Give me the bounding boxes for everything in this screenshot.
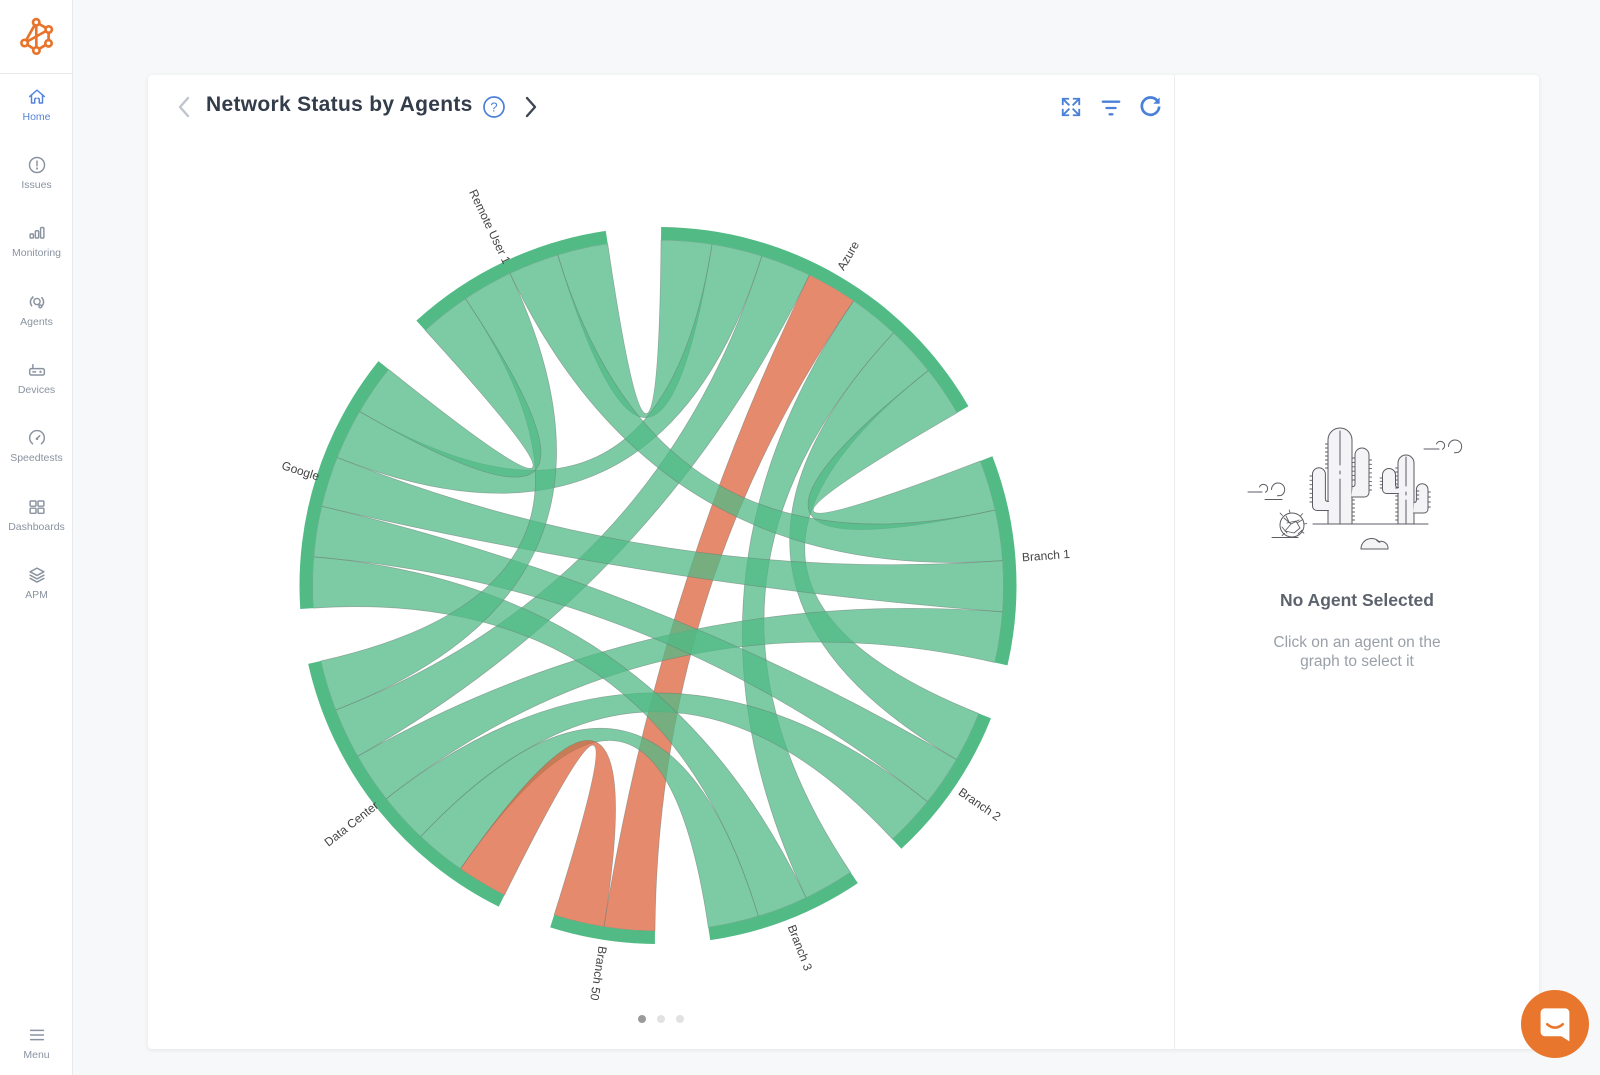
svg-text:Branch 3: Branch 3 <box>785 923 815 973</box>
svg-text:Data Center: Data Center <box>322 798 382 849</box>
svg-text:Branch 50: Branch 50 <box>587 945 609 1002</box>
svg-text:Branch 1: Branch 1 <box>1021 547 1070 564</box>
svg-text:?: ? <box>490 100 497 115</box>
svg-text:Branch 2: Branch 2 <box>956 785 1004 824</box>
svg-text:Google: Google <box>280 458 321 483</box>
svg-text:Remote User 1: Remote User 1 <box>466 187 513 266</box>
svg-text:Azure: Azure <box>834 238 862 272</box>
